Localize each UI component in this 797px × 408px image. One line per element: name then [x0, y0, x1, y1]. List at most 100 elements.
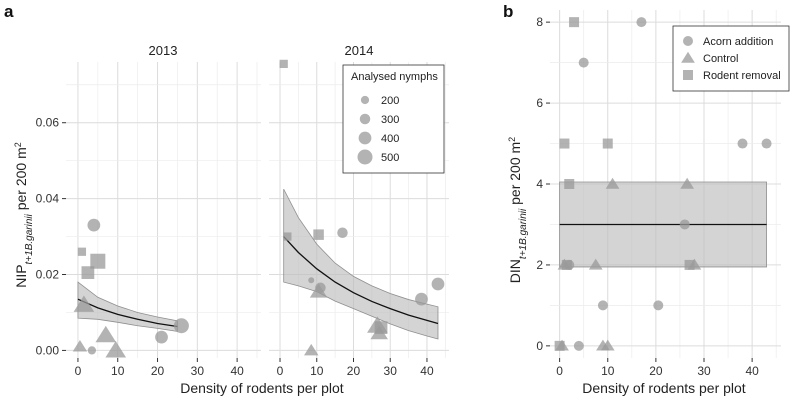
ylabel-tail: per 200 m	[507, 142, 523, 209]
data-point-square	[90, 253, 106, 269]
data-point-square	[279, 59, 288, 69]
size-legend-symbol	[359, 113, 371, 125]
y-tick-label: 0	[536, 339, 543, 353]
x-tick-label: 30	[384, 364, 398, 378]
size-legend-symbol	[357, 149, 373, 165]
ylabel-sup: 2	[13, 142, 23, 147]
x-tick-label: 20	[347, 364, 361, 378]
ylabel-main: NIP	[13, 264, 29, 287]
y-tick-label: 4	[536, 177, 543, 191]
data-point-square	[81, 266, 95, 279]
panel-b-ylabel: DINt+1B.garinii per 200 m2	[507, 137, 529, 283]
size-legend-label: 500	[381, 152, 399, 164]
shape-legend-box	[672, 25, 790, 92]
size-legend-symbol	[360, 95, 370, 105]
data-point-circle	[315, 282, 326, 294]
x-tick-label: 30	[191, 364, 205, 378]
x-tick-label: 30	[697, 364, 711, 378]
data-point-triangle	[588, 258, 603, 270]
data-point-circle	[308, 277, 315, 284]
x-tick-label: 40	[420, 364, 434, 378]
data-point-square	[313, 229, 324, 240]
fit-line	[283, 236, 439, 325]
size-legend-symbol	[358, 131, 372, 145]
data-point-square	[602, 138, 613, 149]
data-point-triangle	[105, 341, 127, 358]
x-tick-label: 40	[745, 364, 759, 378]
facet-title-2013: 2013	[149, 43, 178, 58]
data-point-circle	[653, 300, 664, 311]
size-legend-label: 300	[381, 114, 399, 126]
data-point-circle	[761, 138, 772, 149]
y-tick-label: 6	[536, 96, 543, 110]
fit-line	[77, 298, 178, 328]
x-tick-label: 0	[277, 364, 284, 378]
size-legend: Analysed nymphs 200 300 400 500	[342, 64, 445, 174]
data-point-triangle	[73, 295, 95, 312]
data-point-triangle	[605, 177, 620, 189]
y-tick-label: 0.02	[36, 268, 60, 282]
data-point-circle	[87, 218, 101, 232]
data-point-triangle	[555, 339, 569, 351]
data-point-triangle	[600, 339, 615, 351]
shape-legend-symbol-triangle	[681, 51, 695, 63]
panel-a-xlabel: Density of rodents per plot	[180, 380, 344, 396]
y-tick-label: 2	[536, 258, 543, 272]
panel-b: 0 10 20 30 40 0 2 4 6 8	[536, 10, 781, 378]
data-point-square	[569, 17, 580, 28]
data-point-circle	[597, 300, 608, 311]
data-point-square	[283, 232, 292, 241]
panel-a-2013: 2013 0 10 20 30 40 0.00 0.02 0.04 0.06	[36, 43, 261, 378]
data-point-square	[77, 247, 87, 256]
data-point-triangle	[687, 258, 702, 270]
panel-a-ylabel: NIPt+1B.garinii per 200 m2	[13, 142, 35, 288]
data-point-circle	[173, 318, 189, 334]
x-tick-label: 20	[151, 364, 165, 378]
x-tick-label: 40	[230, 364, 244, 378]
ylabel-sub: t+1B.garinii	[518, 208, 529, 259]
facet-title-2014: 2014	[345, 43, 374, 58]
data-point-circle	[636, 17, 647, 28]
data-point-triangle	[95, 325, 117, 343]
panel-a-label: a	[4, 2, 14, 21]
data-point-circle	[564, 259, 575, 270]
shape-legend: Acorn addition Control Rodent removal	[672, 25, 790, 92]
data-point-circle	[87, 346, 96, 355]
size-legend-label: 400	[381, 133, 399, 145]
data-point-square	[684, 259, 695, 270]
data-point-circle	[155, 330, 168, 344]
panel-b-label: b	[503, 2, 513, 21]
data-point-triangle	[680, 177, 695, 189]
size-legend-label: 200	[381, 95, 399, 107]
shape-legend-symbol-square	[683, 70, 693, 80]
size-legend-title: Analysed nymphs	[351, 71, 438, 83]
y-tick-label: 8	[536, 15, 543, 29]
data-point-triangle	[304, 343, 319, 356]
x-tick-label: 10	[601, 364, 615, 378]
y-tick-label: 0.06	[36, 116, 60, 130]
x-tick-label: 20	[649, 364, 663, 378]
data-point-circle	[737, 138, 748, 149]
ylabel-sup: 2	[507, 137, 517, 142]
x-tick-label: 10	[310, 364, 324, 378]
data-point-circle	[431, 277, 445, 291]
y-tick-label: 0.00	[36, 343, 60, 357]
data-point-circle	[337, 227, 348, 239]
data-point-circle	[578, 57, 589, 68]
data-point-square	[374, 321, 388, 335]
data-point-square	[559, 138, 570, 149]
data-point-triangle	[72, 340, 88, 352]
panel-b-xlabel: Density of rodents per plot	[582, 380, 746, 396]
ylabel-main: DIN	[507, 259, 523, 283]
shape-legend-label: Control	[703, 53, 738, 65]
y-tick-label: 0.04	[36, 192, 60, 206]
data-point-square	[564, 179, 575, 189]
x-tick-label: 0	[75, 364, 82, 378]
x-tick-label: 0	[556, 364, 563, 378]
x-tick-label: 10	[111, 364, 125, 378]
shape-legend-symbol-circle	[683, 36, 693, 46]
data-point-circle	[679, 219, 690, 230]
ylabel-tail: per 200 m	[13, 147, 29, 214]
ylabel-sub: t+1B.garinii	[24, 213, 35, 264]
